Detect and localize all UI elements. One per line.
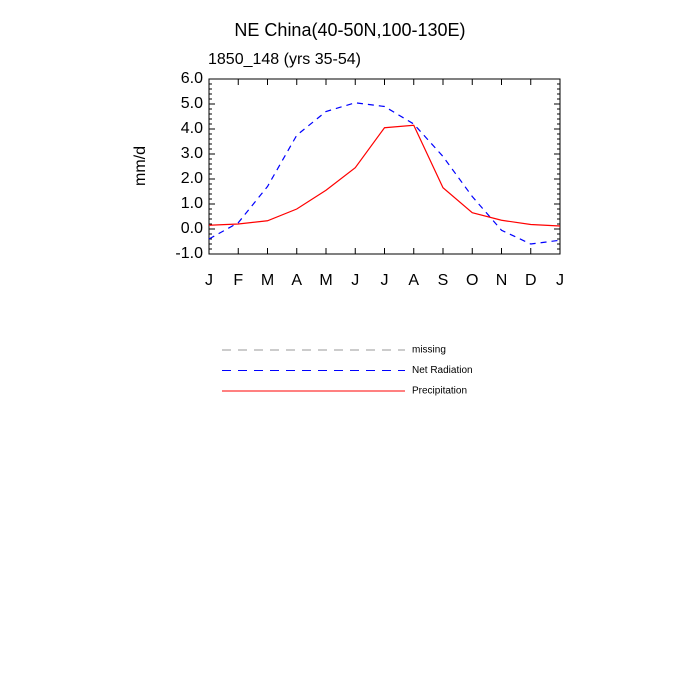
legend-label: Net Radiation [412,365,473,376]
y-tick-label: 1.0 [181,195,203,212]
y-tick-label: -1.0 [175,245,203,262]
y-tick-label: 2.0 [181,170,203,187]
x-tick-label: J [351,272,359,289]
x-tick-label: J [381,272,389,289]
chart-title: NE China(40-50N,100-130E) [234,20,465,40]
legend-label: Precipitation [412,386,467,397]
y-tick-label: 3.0 [181,145,203,162]
x-tick-label: O [466,272,478,289]
data-line [208,124,561,227]
x-tick-label: D [525,272,537,289]
chart-subtitle: 1850_148 (yrs 35-54) [208,51,361,68]
y-tick-label: 4.0 [181,120,203,137]
x-tick-label: F [233,272,243,289]
legend-label: missing [412,345,446,356]
y-tick-label: 5.0 [181,95,203,112]
x-tick-label: M [319,272,332,289]
x-tick-label: J [205,272,213,289]
x-tick-label: M [261,272,274,289]
x-tick-label: S [438,272,449,289]
x-tick-label: N [496,272,508,289]
data-line [208,102,561,245]
x-tick-label: A [408,272,419,289]
y-axis-label: mm/d [132,146,149,186]
y-tick-label: 0.0 [181,220,203,237]
x-tick-label: J [556,272,564,289]
x-tick-label: A [291,272,302,289]
y-tick-label: 6.0 [181,70,203,87]
